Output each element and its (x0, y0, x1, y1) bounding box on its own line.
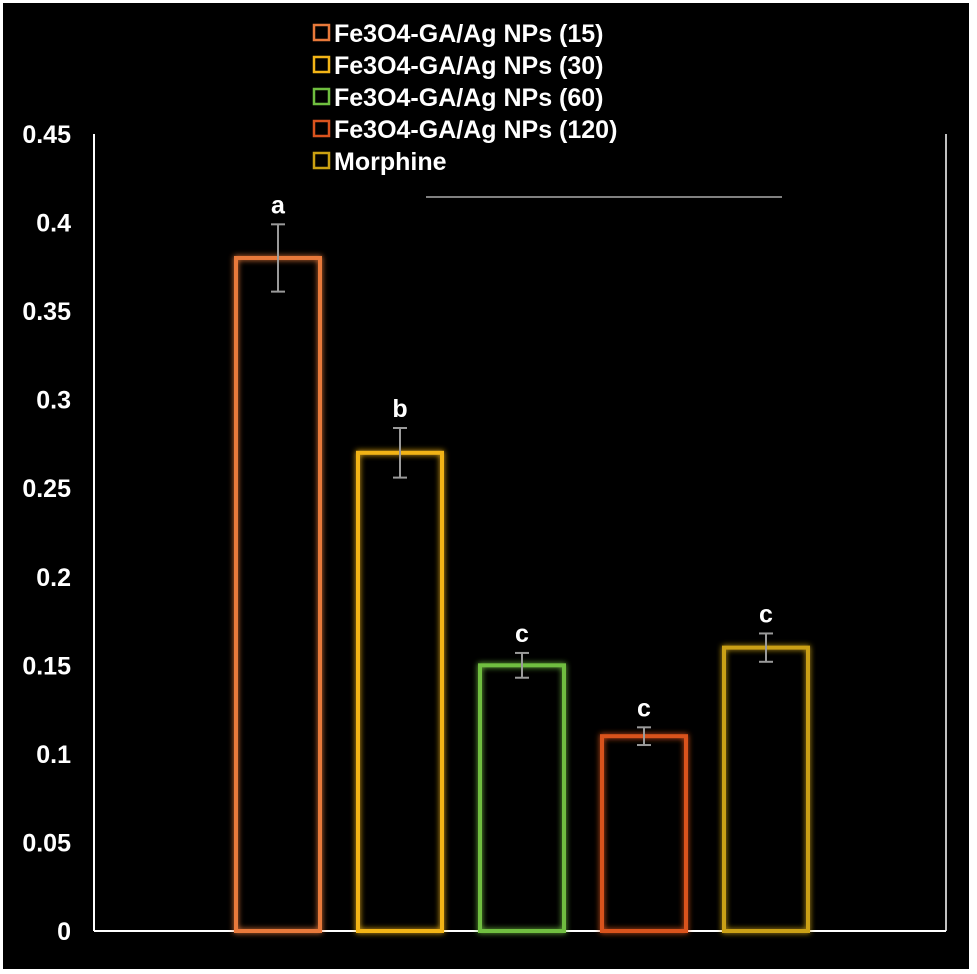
legend-swatch (312, 55, 331, 74)
bars (234, 255, 810, 934)
bar-chart: 00.050.10.150.20.250.30.350.40.45 abccc … (22, 20, 947, 946)
error-bars (271, 223, 773, 747)
legend: Fe3O4-GA/Ag NPs (15) Fe3O4-GA/Ag NPs (30)… (312, 20, 617, 176)
legend-label: Fe3O4-GA/Ag NPs (30) (334, 52, 604, 80)
legend-swatch (312, 119, 331, 138)
bar (600, 734, 688, 934)
y-tick-labels: 0 0.05 0.1 0.15 0.2 0.25 0.3 0.35 0.4 0.45 (22, 121, 71, 946)
y-tick-label: 0.3 (36, 387, 71, 415)
significance-letter: c (515, 620, 529, 648)
legend-swatch (312, 23, 331, 42)
axes (93, 134, 947, 932)
y-tick-label: 0.2 (36, 564, 71, 592)
legend-label: Morphine (334, 148, 447, 176)
legend-label: Fe3O4-GA/Ag NPs (60) (334, 84, 604, 112)
legend-label: Fe3O4-GA/Ag NPs (15) (334, 20, 604, 48)
y-tick-label: 0.1 (36, 741, 71, 769)
y-tick-label: 0.05 (22, 829, 71, 857)
y-tick-label: 0.45 (22, 121, 71, 149)
bar (722, 645, 810, 933)
legend-swatch (312, 151, 331, 170)
bar (478, 663, 566, 933)
significance-letter: c (637, 694, 651, 722)
y-tick-label: 0.25 (22, 475, 71, 503)
y-tick-label: 0.4 (36, 210, 71, 238)
bar (356, 450, 444, 933)
significance-letters: a b c c c (271, 191, 773, 722)
y-tick-label: 0.35 (22, 298, 71, 326)
legend-swatch (312, 87, 331, 106)
significance-letter: c (759, 600, 773, 628)
y-tick-label: 0 (57, 918, 71, 946)
significance-letter: a (271, 191, 286, 219)
legend-label: Fe3O4-GA/Ag NPs (120) (334, 116, 617, 144)
bar (234, 255, 322, 933)
significance-letter: b (392, 395, 407, 423)
y-tick-label: 0.15 (22, 652, 71, 680)
